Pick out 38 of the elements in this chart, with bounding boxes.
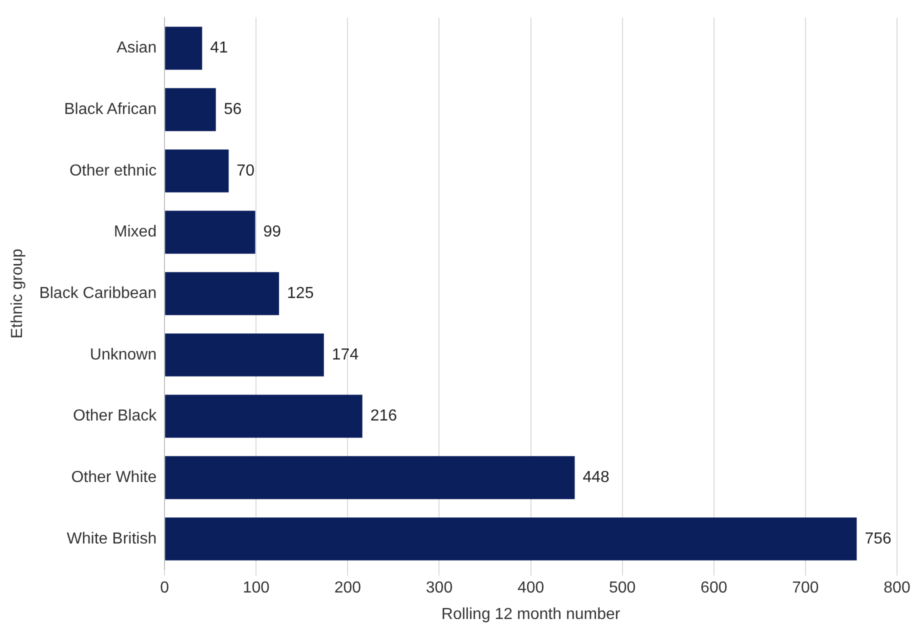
x-tick-label: 700 [792, 580, 819, 597]
bar [165, 394, 362, 438]
x-axis-title: Rolling 12 month number [441, 606, 621, 623]
bar [165, 210, 256, 254]
data-label: 448 [582, 469, 610, 486]
x-tick-label: 200 [334, 580, 362, 597]
data-label: 125 [287, 285, 314, 302]
y-tick-label: Asian [116, 40, 157, 57]
x-tick-label: 400 [517, 580, 544, 597]
y-tick-label: Other ethnic [69, 162, 157, 180]
y-tick-label: Other Black [73, 408, 158, 425]
y-axis-title: Ethnic group [9, 248, 26, 339]
data-label: 174 [332, 346, 359, 364]
data-label: 70 [236, 162, 255, 180]
x-tick-label: 800 [884, 580, 910, 597]
bar [165, 333, 324, 376]
data-label: 99 [263, 224, 282, 241]
y-tick-label: Mixed [114, 224, 157, 241]
bar [165, 517, 857, 560]
x-tick-label: 0 [160, 580, 170, 597]
data-label: 216 [370, 408, 398, 425]
y-tick-label: Black African [64, 101, 157, 118]
data-label: 756 [864, 530, 892, 548]
y-tick-label: Black Caribbean [39, 285, 157, 302]
y-tick-label: Unknown [90, 346, 157, 364]
x-tick-label: 300 [426, 580, 453, 597]
data-label: 56 [224, 101, 242, 118]
y-tick-label: White British [66, 530, 157, 548]
x-tick-label: 600 [700, 580, 728, 597]
data-label: 41 [210, 40, 228, 57]
bar [165, 272, 280, 316]
bar [165, 88, 216, 132]
x-tick-label: 500 [609, 580, 636, 597]
bar [165, 149, 229, 192]
bar [165, 26, 202, 70]
y-tick-label: Other White [71, 469, 157, 486]
x-tick-label: 100 [242, 580, 270, 597]
bar [165, 456, 575, 500]
